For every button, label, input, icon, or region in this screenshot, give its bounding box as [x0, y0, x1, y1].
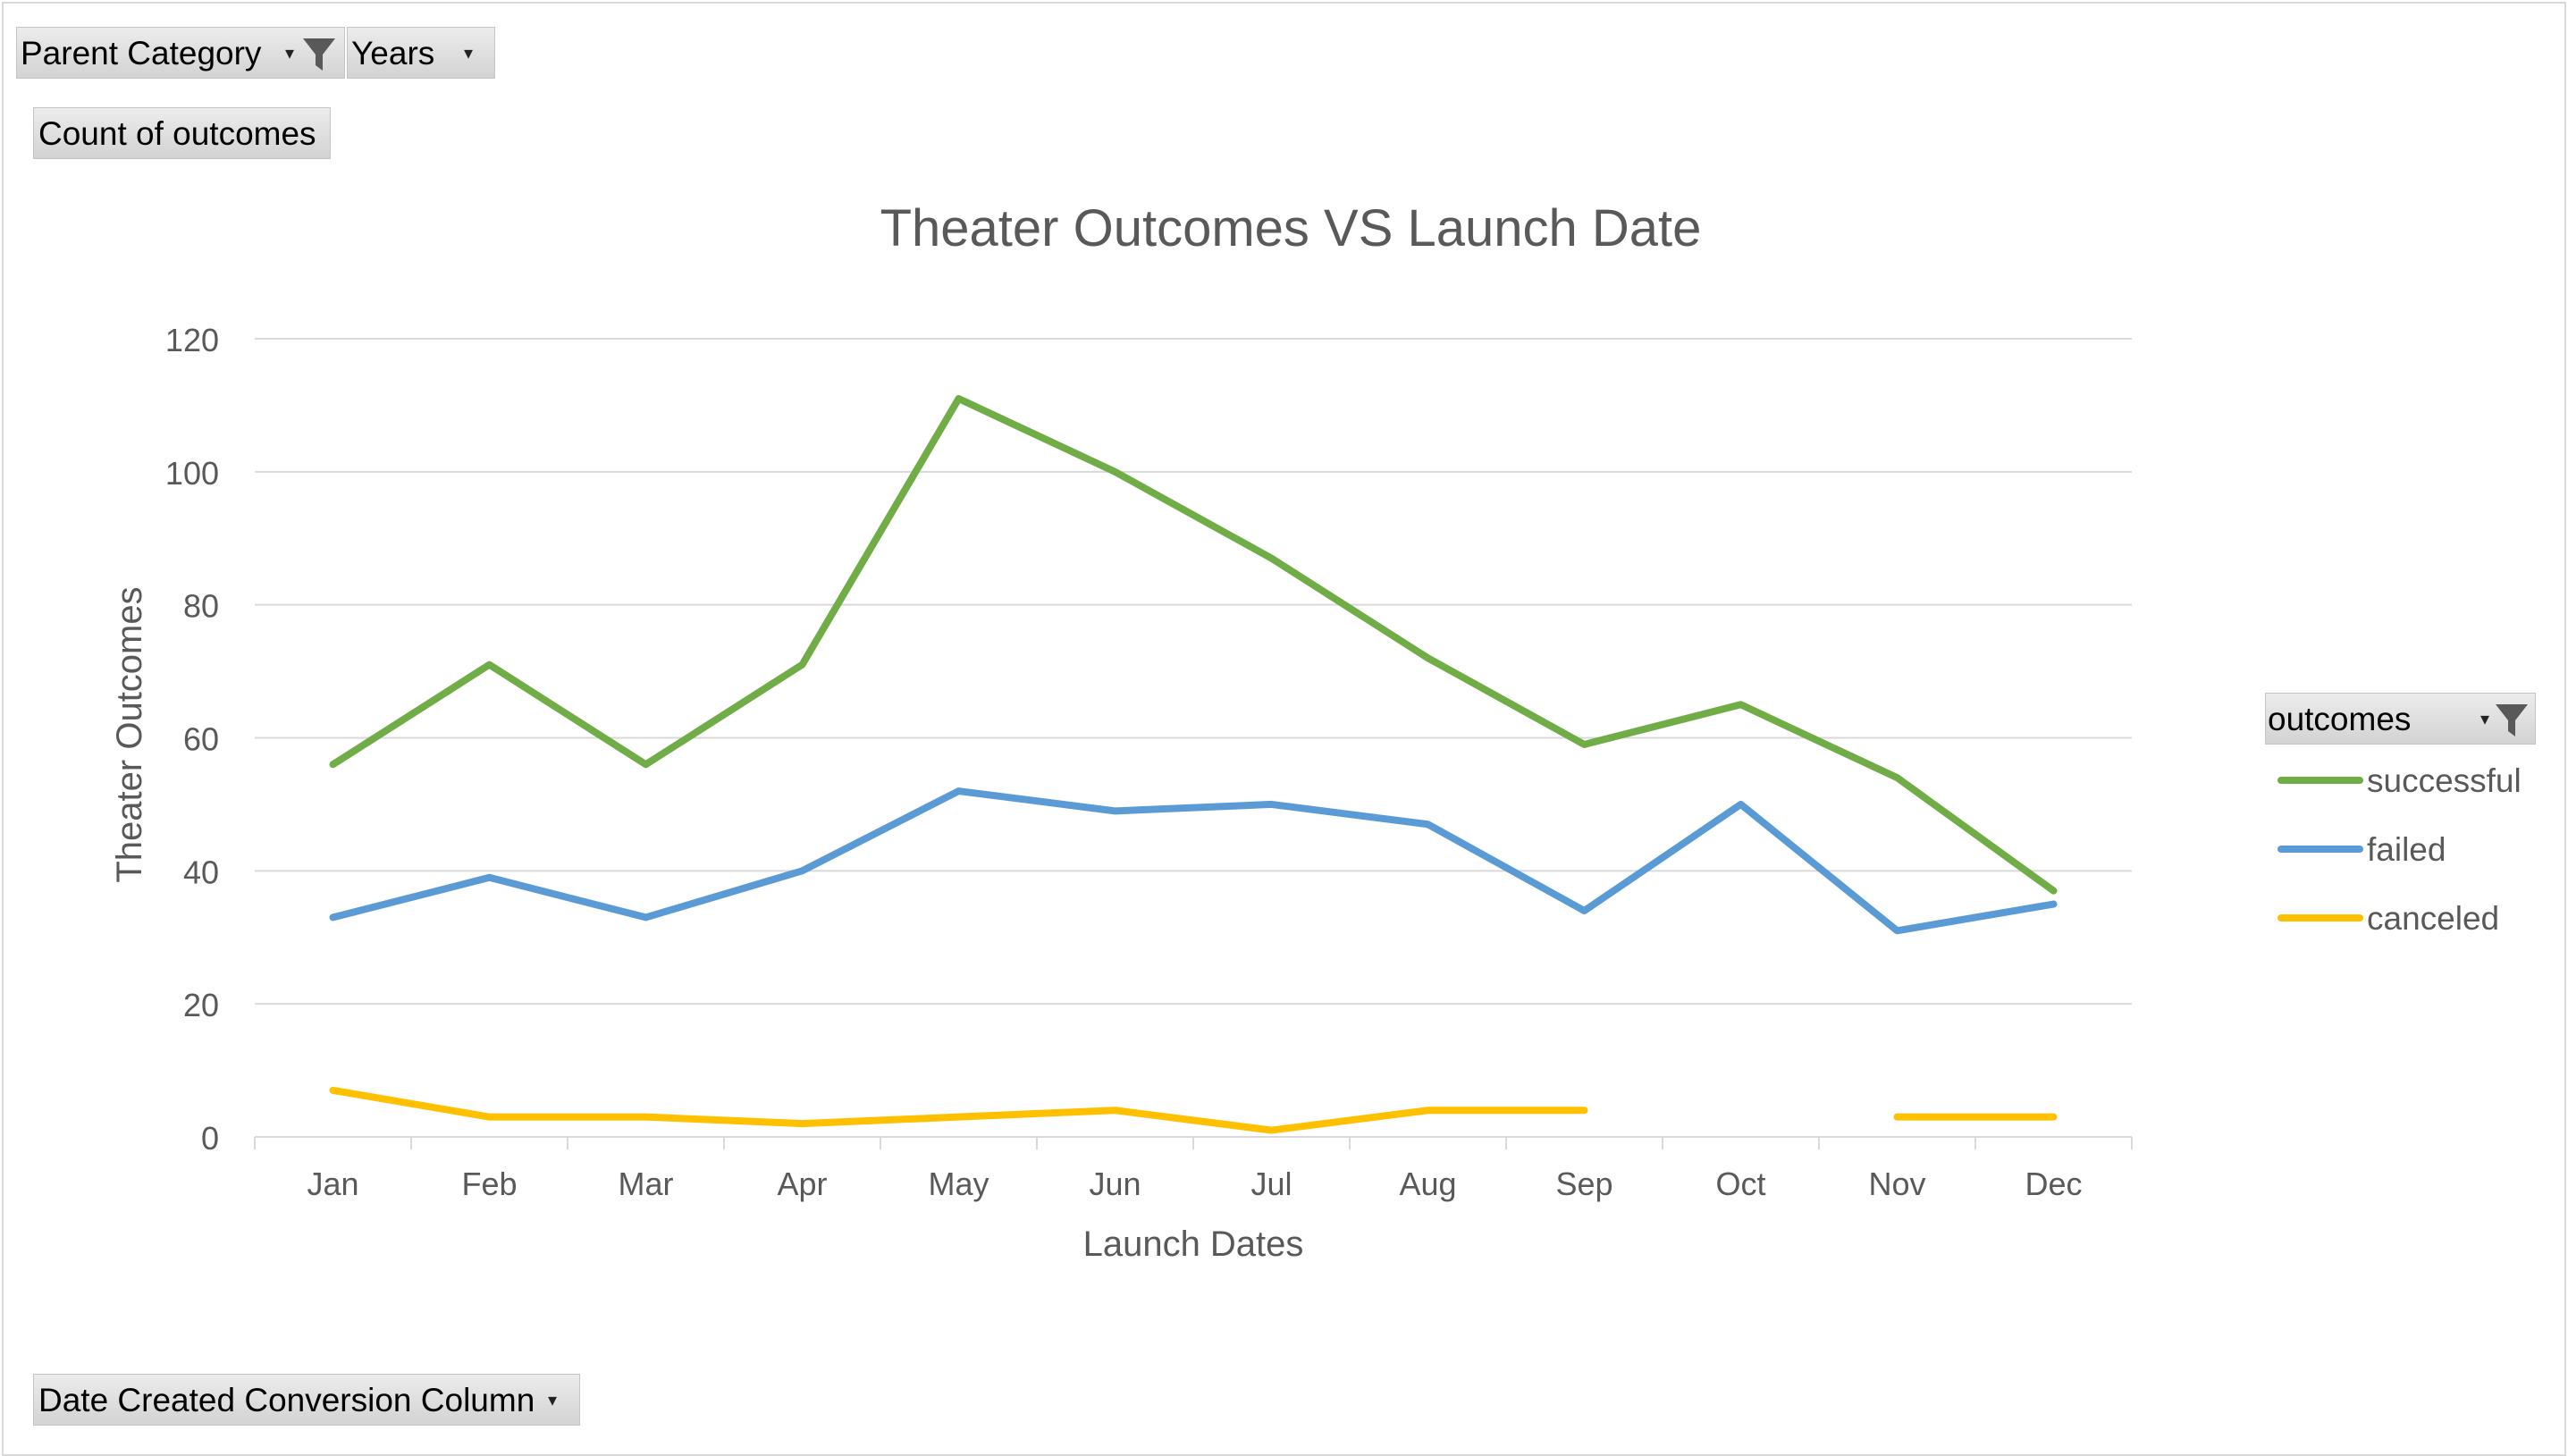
date-created-axis-field-button[interactable]: Date Created Conversion Column ▾ [33, 1374, 580, 1426]
y-tick-label: 40 [183, 854, 219, 890]
x-axis-label: Launch Dates [1083, 1225, 1304, 1264]
x-tick-label: Feb [461, 1166, 517, 1202]
x-tick-label: Jan [307, 1166, 358, 1202]
y-axis-label: Theater Outcomes [110, 586, 149, 882]
x-tick-label: Nov [1868, 1166, 1925, 1202]
x-tick-label: Aug [1399, 1166, 1456, 1202]
legend-label-failed: failed [2367, 831, 2446, 868]
parent-category-label: Parent Category [21, 35, 262, 72]
x-tick-label: Jun [1089, 1166, 1141, 1202]
date-created-axis-label: Date Created Conversion Column [38, 1382, 535, 1418]
x-tick-label: Apr [777, 1166, 827, 1202]
dropdown-arrow-icon: ▾ [464, 44, 474, 63]
series-line-canceled [329, 1086, 1588, 1134]
legend-label-canceled: canceled [2367, 900, 2499, 937]
y-tick-label: 20 [183, 987, 219, 1023]
x-tick-label: Dec [2025, 1166, 2082, 1202]
series-line-successful [329, 394, 2058, 895]
dropdown-arrow-icon: ▾ [2480, 710, 2490, 729]
x-tick-label: Mar [619, 1166, 674, 1202]
dropdown-arrow-icon: ▾ [285, 44, 295, 63]
y-tick-label: 100 [165, 455, 219, 492]
count-of-outcomes-label: Count of outcomes [38, 115, 316, 152]
x-tick-label: Oct [1715, 1166, 1765, 1202]
series-line-failed [329, 787, 2058, 935]
x-tick-label: Jul [1250, 1166, 1292, 1202]
outcomes-legend-field-label: outcomes [2268, 701, 2412, 737]
funnel-filter-icon [303, 38, 335, 71]
dropdown-arrow-icon: ▾ [548, 1391, 558, 1410]
years-filter-button[interactable]: Years ▾ [347, 27, 495, 79]
y-tick-label: 60 [183, 721, 219, 758]
funnel-filter-icon [2496, 704, 2528, 736]
chart-title: Theater Outcomes VS Launch Date [880, 199, 1702, 257]
x-tick-label: Sep [1555, 1166, 1612, 1202]
x-tick-label: May [928, 1166, 989, 1202]
years-label: Years [351, 35, 435, 72]
y-tick-label: 120 [165, 322, 219, 358]
outcomes-legend-filter-button[interactable]: outcomes ▾ [2265, 693, 2536, 745]
legend-label-successful: successful [2367, 762, 2522, 799]
y-tick-label: 80 [183, 588, 219, 625]
count-of-outcomes-field-button[interactable]: Count of outcomes [33, 107, 331, 159]
parent-category-filter-button[interactable]: Parent Category ▾ [16, 27, 345, 79]
y-tick-label: 0 [201, 1120, 219, 1157]
